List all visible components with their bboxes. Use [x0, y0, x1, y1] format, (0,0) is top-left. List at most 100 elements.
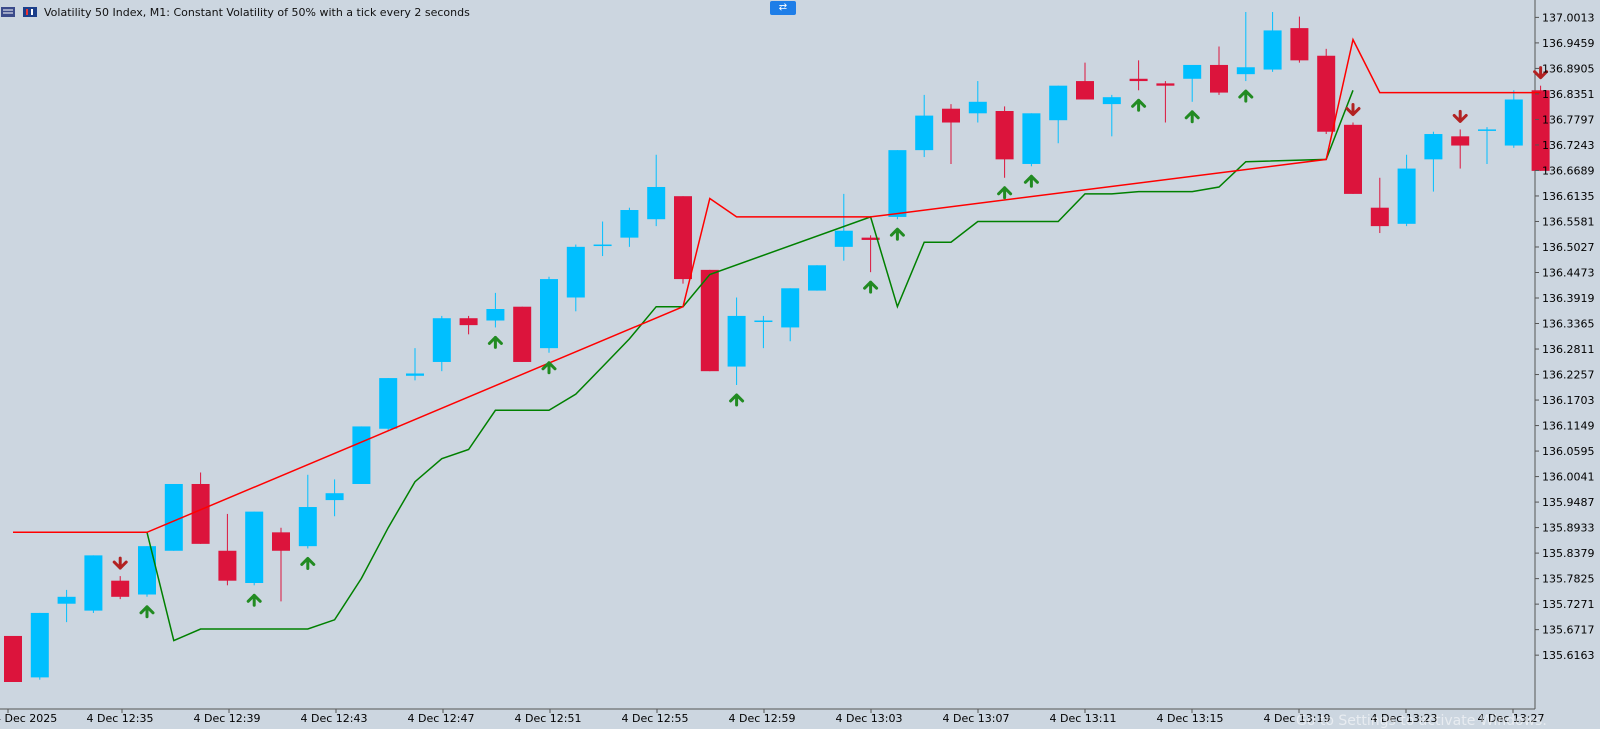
- candle: [111, 576, 130, 600]
- candle: [915, 94, 934, 158]
- chart-header: Volatility 50 Index, M1: Constant Volati…: [0, 3, 470, 21]
- price-tick-label: 135.6163: [1542, 649, 1595, 662]
- price-tick-label: 136.4473: [1542, 266, 1595, 279]
- price-tick-label: 136.2257: [1542, 369, 1595, 382]
- candle-body: [1183, 64, 1202, 79]
- arrow-up-icon: [1238, 89, 1254, 103]
- candle: [1076, 62, 1094, 100]
- candle: [1290, 16, 1309, 63]
- candle: [1451, 129, 1470, 169]
- price-tick-label: 135.7825: [1542, 573, 1595, 586]
- price-tick-label: 135.8379: [1542, 547, 1595, 560]
- candle-body: [245, 511, 264, 583]
- candle-body: [352, 426, 371, 484]
- candle-body: [459, 318, 478, 326]
- candle: [1478, 127, 1496, 164]
- time-tick-label: 4 Dec 12:51: [515, 712, 582, 725]
- candle: [1397, 154, 1416, 227]
- arrow-up-icon: [1184, 110, 1200, 124]
- candle: [1049, 85, 1068, 144]
- one-click-trading-icon[interactable]: ⇄: [770, 1, 796, 15]
- signal-arrows: [112, 66, 1549, 619]
- time-tick-label: 4 Dec 12:39: [194, 712, 261, 725]
- candle-body: [1424, 134, 1443, 160]
- candle-body: [1236, 67, 1255, 75]
- candle-body: [298, 507, 317, 547]
- price-tick-label: 136.1703: [1542, 394, 1595, 407]
- price-tick-label: 137.0013: [1542, 11, 1595, 24]
- candle: [218, 513, 237, 586]
- candle: [700, 269, 719, 372]
- candle: [968, 81, 987, 123]
- candle-body: [325, 493, 344, 501]
- arrow-up-icon: [729, 393, 745, 407]
- candle: [84, 555, 103, 613]
- candle-body: [754, 320, 773, 323]
- time-tick-label: 4 Dec 12:59: [729, 712, 796, 725]
- candle-body: [191, 483, 210, 544]
- candle: [325, 479, 344, 517]
- time-tick-label: 4 Dec 12:55: [622, 712, 689, 725]
- candle-body: [30, 612, 49, 678]
- candle-body: [1370, 207, 1389, 227]
- candle-body: [781, 288, 800, 328]
- candle: [674, 196, 692, 284]
- candle-body: [1504, 99, 1523, 146]
- candle: [1424, 131, 1443, 192]
- candle-body: [1076, 81, 1094, 100]
- candle-body: [1129, 78, 1148, 82]
- candle-body: [540, 279, 558, 349]
- price-tick-label: 136.1149: [1542, 420, 1595, 433]
- price-tick-label: 136.6689: [1542, 164, 1595, 177]
- candle-body: [995, 111, 1014, 160]
- candle-body: [915, 115, 934, 151]
- candle-body: [968, 101, 987, 114]
- time-tick-label: 4 Dec 13:03: [836, 712, 903, 725]
- candle: [647, 154, 666, 227]
- candle-body: [620, 210, 639, 238]
- candle-body: [593, 244, 612, 247]
- candle: [1022, 113, 1041, 167]
- candle-body: [138, 546, 156, 595]
- candle-body: [432, 318, 451, 362]
- candle: [1504, 90, 1523, 148]
- time-axis: 4 Dec 2025 4 Dec 12:35 4 Dec 12:39 4 Dec 12…: [0, 709, 1544, 725]
- candle: [888, 150, 907, 220]
- arrow-up-icon: [300, 556, 316, 570]
- candle-body: [1478, 129, 1496, 131]
- candle: [1210, 46, 1228, 95]
- candle-body: [1049, 85, 1068, 121]
- activation-watermark: Go to Settings to activate Windows.: [1296, 713, 1547, 729]
- candle: [808, 265, 826, 291]
- candle-body: [406, 373, 424, 376]
- candle-body: [164, 483, 183, 551]
- time-tick-label: 4 Dec 13:11: [1050, 712, 1117, 725]
- price-tick-label: 135.7271: [1542, 598, 1595, 611]
- price-tick-label: 135.9487: [1542, 496, 1595, 509]
- price-tick-label: 136.6135: [1542, 190, 1595, 203]
- candle-body: [1317, 55, 1336, 132]
- candle: [272, 527, 290, 602]
- price-tick-label: 135.6717: [1542, 624, 1595, 637]
- candle-body: [1451, 136, 1470, 146]
- candle-body: [1102, 97, 1121, 105]
- arrow-up-icon: [1131, 98, 1147, 112]
- candle: [486, 292, 505, 328]
- price-tick-label: 136.7243: [1542, 139, 1595, 152]
- price-tick-label: 136.8351: [1542, 88, 1595, 101]
- candle-body: [861, 237, 880, 240]
- candle-body: [1290, 28, 1309, 61]
- candle: [191, 472, 210, 544]
- arrow-up-icon: [139, 605, 155, 619]
- candle: [620, 207, 639, 247]
- candle: [513, 306, 532, 362]
- candle-body: [4, 635, 22, 682]
- arrow-down-icon: [1345, 103, 1361, 117]
- candle: [1236, 12, 1255, 82]
- arrow-up-icon: [889, 227, 905, 241]
- symbol-icon: [22, 6, 38, 18]
- price-axis: 137.0013 136.9459 136.8905 136.8351 136.7797…: [1535, 11, 1595, 662]
- menu-icon[interactable]: [0, 6, 16, 18]
- candle-body: [57, 596, 76, 604]
